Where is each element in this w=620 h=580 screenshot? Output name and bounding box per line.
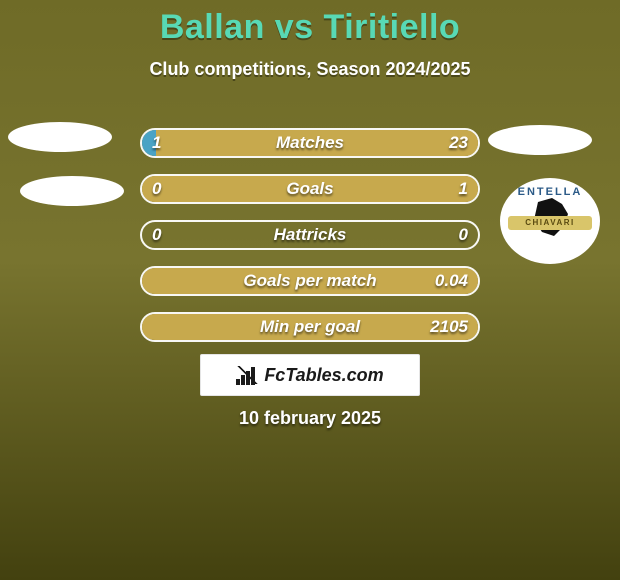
stat-value-left: 1 [152, 128, 161, 158]
brand-text: FcTables.com [264, 365, 383, 386]
stat-row-goals-per-match: 0.04 Goals per match [0, 258, 620, 304]
barchart-icon [236, 365, 258, 385]
bar-right-fill [142, 268, 478, 294]
bar-track [140, 266, 480, 296]
bar-track [140, 312, 480, 342]
page-title: Ballan vs Tiritiello [0, 0, 620, 47]
stat-row-hattricks: 0 0 Hattricks [0, 212, 620, 258]
stat-row-min-per-goal: 2105 Min per goal [0, 304, 620, 350]
page-subtitle: Club competitions, Season 2024/2025 [0, 59, 620, 80]
stat-value-left: 0 [152, 220, 161, 250]
bar-right-fill [156, 130, 478, 156]
stat-value-left: 0 [152, 174, 161, 204]
bar-track [140, 174, 480, 204]
brand-card: FcTables.com [200, 354, 420, 396]
stat-value-right: 0 [459, 220, 468, 250]
bar-right-fill [142, 176, 478, 202]
bar-track [140, 220, 480, 250]
stat-value-right: 2105 [430, 312, 468, 342]
stat-value-right: 23 [449, 128, 468, 158]
bar-right-fill [142, 314, 478, 340]
comparison-card: Ballan vs Tiritiello Club competitions, … [0, 0, 620, 580]
date-text: 10 february 2025 [0, 408, 620, 429]
stat-value-right: 1 [459, 174, 468, 204]
stat-row-matches: 1 23 Matches [0, 120, 620, 166]
stat-row-goals: 0 1 Goals [0, 166, 620, 212]
bar-track [140, 128, 480, 158]
stat-rows: 1 23 Matches 0 1 Goals 0 0 Hattricks [0, 120, 620, 350]
stat-value-right: 0.04 [435, 266, 468, 296]
